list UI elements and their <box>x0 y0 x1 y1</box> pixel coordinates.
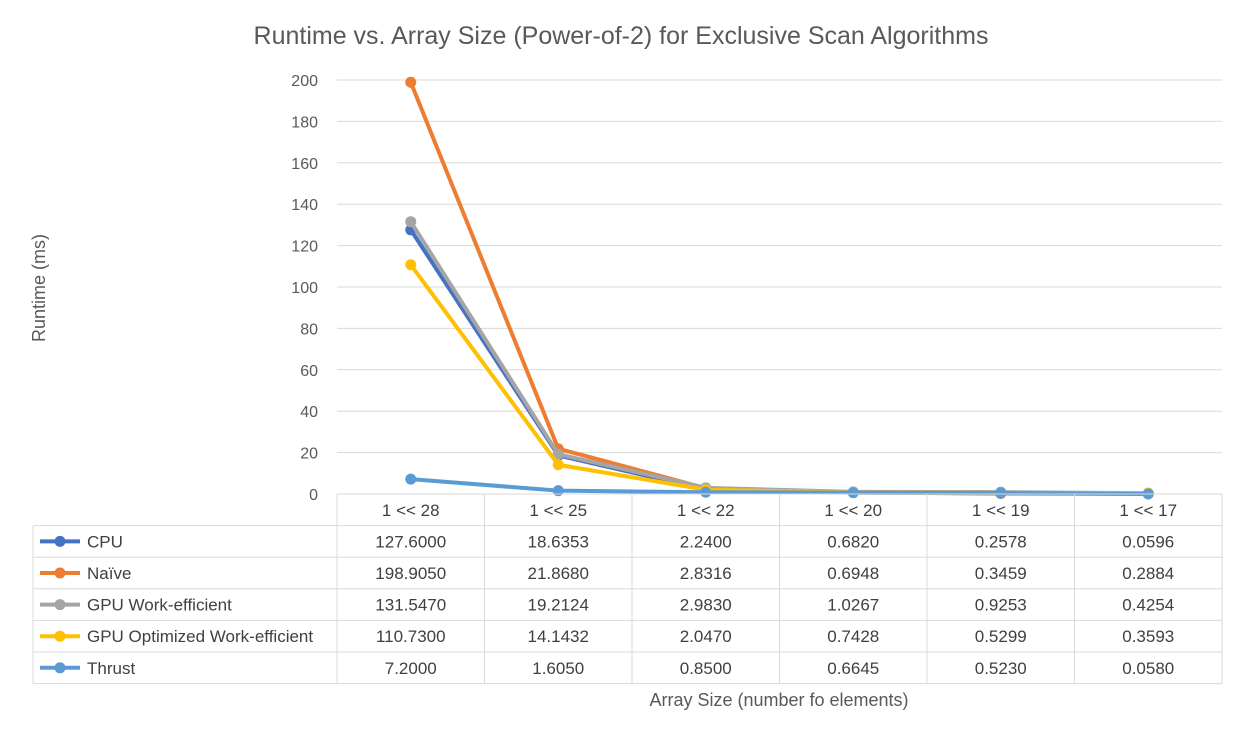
table-row: CPU 127.6000 18.6353 2.2400 0.6820 0.2578 0.05… <box>40 532 1174 551</box>
y-axis-ticks: 0 20 40 60 80 100 120 140 160 180 200 <box>291 73 318 504</box>
data-label: 2.0470 <box>680 627 732 646</box>
x-tick-label: 1 << 25 <box>529 501 587 520</box>
legend-key-marker <box>54 535 66 547</box>
data-label: 18.6353 <box>528 532 589 551</box>
data-label: 19.2124 <box>528 596 589 615</box>
data-label: 0.4254 <box>1122 596 1174 615</box>
gridlines <box>337 79 1222 454</box>
data-label: 0.7428 <box>827 627 879 646</box>
y-tick-label: 200 <box>291 73 318 90</box>
x-tick-label: 1 << 19 <box>972 501 1030 520</box>
legend-key-marker <box>54 567 66 579</box>
data-label: 0.6948 <box>827 564 879 583</box>
table-row: Thrust 7.2000 1.6050 0.8500 0.6645 0.5230 0.05… <box>40 659 1174 678</box>
y-tick-label: 60 <box>300 363 318 380</box>
data-label: 110.7300 <box>376 627 446 646</box>
data-label: 7.2000 <box>385 659 437 678</box>
x-tick-label: 1 << 17 <box>1119 501 1177 520</box>
legend-entry: Thrust <box>87 659 135 678</box>
table-row: GPU Work-efficient 131.5470 19.2124 2.9830 1… <box>40 596 1174 615</box>
legend-entry: Naïve <box>87 564 131 583</box>
data-point <box>405 473 417 485</box>
series-gpu-optimized-work-efficient <box>405 259 1154 499</box>
data-label: 131.5470 <box>375 596 446 615</box>
chart-title: Runtime vs. Array Size (Power-of-2) for … <box>254 22 989 50</box>
y-tick-label: 100 <box>291 280 318 297</box>
data-label: 0.5230 <box>975 659 1027 678</box>
data-point <box>847 487 859 499</box>
legend-entry: GPU Work-efficient <box>87 596 232 615</box>
data-table: 1 << 28 1 << 25 1 << 22 1 << 20 1 << 19 1 << … <box>32 493 1223 685</box>
y-tick-label: 140 <box>291 197 318 214</box>
series-gpu-work-efficient <box>405 216 1154 499</box>
data-point <box>995 487 1007 499</box>
series-na-ve <box>405 76 1154 499</box>
data-point <box>405 76 417 88</box>
data-label: 0.8500 <box>680 659 732 678</box>
data-label: 2.8316 <box>680 564 732 583</box>
y-tick-label: 40 <box>300 404 318 421</box>
data-label: 0.2578 <box>975 532 1027 551</box>
legend-entry: CPU <box>87 532 123 551</box>
data-point <box>700 486 712 498</box>
data-label: 0.2884 <box>1122 564 1174 583</box>
data-point <box>405 259 417 271</box>
legend-key-marker <box>54 662 66 674</box>
data-label: 2.9830 <box>680 596 732 615</box>
data-point <box>552 459 564 471</box>
legend-entry: GPU Optimized Work-efficient <box>87 627 313 646</box>
series-thrust <box>405 473 1154 500</box>
table-row: Naïve 198.9050 21.8680 2.8316 0.6948 0.3459 0.… <box>40 564 1174 583</box>
series-line <box>408 81 1149 496</box>
data-label: 127.6000 <box>375 532 446 551</box>
legend-key-marker <box>54 630 66 642</box>
table-row: GPU Optimized Work-efficient 110.7300 14.1… <box>40 627 1174 646</box>
data-label: 0.0596 <box>1122 532 1174 551</box>
series-line <box>410 477 1149 496</box>
y-axis-label: Runtime (ms) <box>29 234 49 342</box>
data-label: 198.9050 <box>375 564 446 583</box>
x-tick-label: 1 << 22 <box>677 501 735 520</box>
data-label: 0.6645 <box>827 659 879 678</box>
data-label: 1.0267 <box>827 596 879 615</box>
y-tick-label: 120 <box>291 239 318 256</box>
data-label: 0.9253 <box>975 596 1027 615</box>
data-label: 0.5299 <box>975 627 1027 646</box>
data-point <box>552 485 564 497</box>
data-label: 0.0580 <box>1122 659 1174 678</box>
data-label: 0.3459 <box>975 564 1027 583</box>
data-point <box>552 448 564 460</box>
data-point <box>405 216 417 228</box>
y-tick-label: 0 <box>309 487 318 504</box>
series-cpu <box>405 224 1154 500</box>
data-label: 14.1432 <box>528 627 589 646</box>
data-label: 0.6820 <box>827 532 879 551</box>
x-tick-label: 1 << 20 <box>824 501 882 520</box>
y-tick-label: 160 <box>291 156 318 173</box>
x-tick-label: 1 << 28 <box>382 501 440 520</box>
x-axis-label: Array Size (number fo elements) <box>649 690 908 710</box>
data-label: 0.3593 <box>1122 627 1174 646</box>
plot-area <box>405 76 1154 500</box>
data-label: 21.8680 <box>528 564 589 583</box>
y-tick-label: 180 <box>291 114 318 131</box>
data-label: 2.2400 <box>680 532 732 551</box>
data-label: 1.6050 <box>532 659 584 678</box>
y-tick-label: 20 <box>300 446 318 463</box>
legend-key-marker <box>54 599 66 611</box>
y-tick-label: 80 <box>300 321 318 338</box>
series-line <box>409 263 1149 496</box>
